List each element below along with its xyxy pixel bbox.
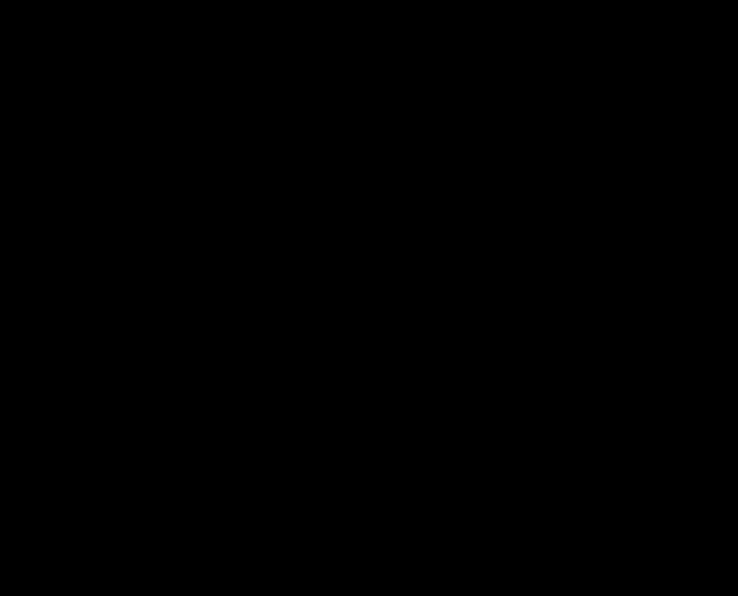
chart-canvas xyxy=(0,0,738,596)
gfs-ensemble-plot xyxy=(0,0,738,596)
